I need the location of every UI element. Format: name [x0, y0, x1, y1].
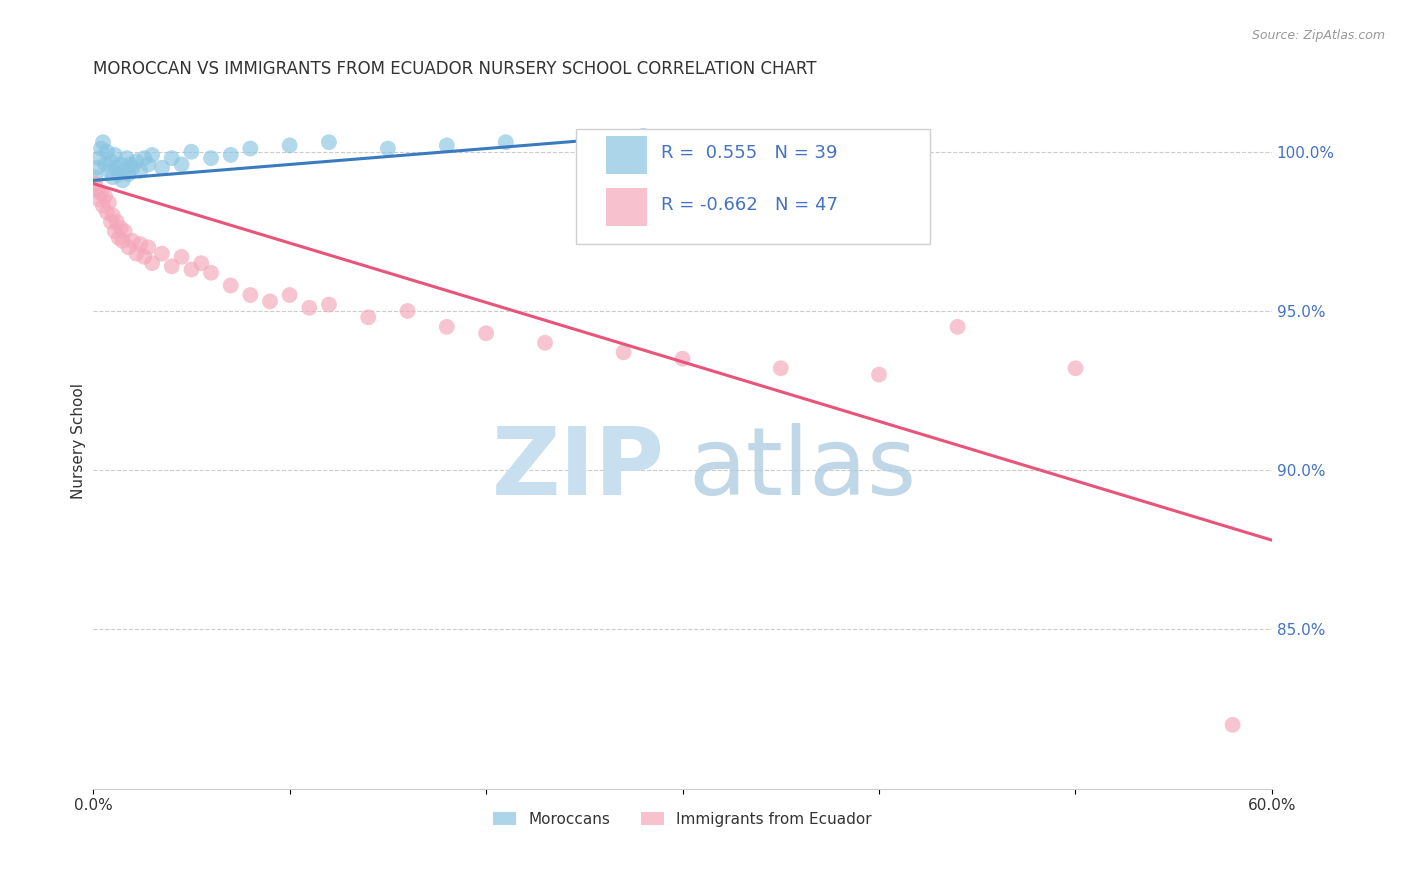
- Point: [90, 142, 112, 156]
- Point: [170, 250, 193, 264]
- Point: [107, 167, 129, 181]
- Point: [141, 148, 163, 162]
- Text: R =  0.555   N = 39: R = 0.555 N = 39: [661, 145, 838, 162]
- Point: [377, 142, 399, 156]
- Point: [170, 157, 193, 171]
- Point: [868, 368, 890, 382]
- Point: [94, 189, 117, 203]
- Point: [574, 132, 596, 146]
- Point: [769, 361, 792, 376]
- Point: [357, 310, 380, 325]
- Point: [671, 351, 693, 366]
- Point: [396, 304, 419, 318]
- Point: [125, 154, 148, 169]
- Point: [129, 164, 152, 178]
- Point: [115, 151, 138, 165]
- Point: [160, 260, 183, 274]
- Point: [239, 288, 262, 302]
- Point: [298, 301, 321, 315]
- Point: [100, 154, 122, 169]
- Point: [318, 297, 340, 311]
- Point: [104, 224, 127, 238]
- Point: [90, 186, 112, 201]
- Point: [129, 237, 152, 252]
- Point: [111, 173, 134, 187]
- Point: [121, 161, 143, 175]
- Point: [87, 151, 110, 165]
- Text: atlas: atlas: [689, 423, 917, 516]
- Y-axis label: Nursery School: Nursery School: [72, 384, 86, 500]
- Point: [91, 199, 114, 213]
- Point: [97, 164, 120, 178]
- Point: [200, 151, 222, 165]
- Point: [318, 135, 340, 149]
- Point: [117, 240, 139, 254]
- Text: R = -0.662   N = 47: R = -0.662 N = 47: [661, 196, 838, 214]
- Point: [150, 161, 173, 175]
- Point: [120, 157, 142, 171]
- Point: [111, 234, 134, 248]
- Point: [495, 135, 517, 149]
- Point: [219, 148, 242, 162]
- Point: [94, 157, 117, 171]
- Point: [136, 240, 159, 254]
- Point: [1064, 361, 1087, 376]
- Text: Source: ZipAtlas.com: Source: ZipAtlas.com: [1251, 29, 1385, 42]
- Point: [946, 319, 969, 334]
- Point: [134, 151, 156, 165]
- Point: [96, 205, 118, 219]
- Bar: [606, 136, 647, 174]
- Point: [125, 246, 148, 260]
- Point: [121, 234, 143, 248]
- Point: [436, 319, 458, 334]
- Point: [86, 183, 108, 197]
- Point: [278, 288, 301, 302]
- Point: [101, 209, 124, 223]
- Point: [114, 164, 136, 178]
- Point: [110, 221, 132, 235]
- Point: [180, 145, 202, 159]
- Text: MOROCCAN VS IMMIGRANTS FROM ECUADOR NURSERY SCHOOL CORRELATION CHART: MOROCCAN VS IMMIGRANTS FROM ECUADOR NURS…: [93, 60, 817, 78]
- Point: [633, 128, 655, 143]
- Point: [96, 145, 118, 159]
- Point: [87, 193, 110, 207]
- Text: ZIP: ZIP: [492, 423, 665, 516]
- Point: [84, 177, 107, 191]
- Point: [104, 148, 127, 162]
- Point: [114, 224, 136, 238]
- Point: [100, 215, 122, 229]
- Point: [1222, 718, 1244, 732]
- Point: [117, 167, 139, 181]
- FancyBboxPatch shape: [576, 129, 931, 244]
- Point: [136, 157, 159, 171]
- Point: [239, 142, 262, 156]
- Point: [200, 266, 222, 280]
- Point: [534, 335, 557, 350]
- Point: [219, 278, 242, 293]
- Point: [278, 138, 301, 153]
- Point: [84, 170, 107, 185]
- Point: [107, 230, 129, 244]
- Point: [436, 138, 458, 153]
- Point: [190, 256, 212, 270]
- Point: [97, 195, 120, 210]
- Point: [134, 250, 156, 264]
- Point: [91, 135, 114, 149]
- Point: [110, 157, 132, 171]
- Point: [180, 262, 202, 277]
- Point: [101, 170, 124, 185]
- Point: [105, 161, 128, 175]
- Point: [105, 215, 128, 229]
- Bar: [606, 188, 647, 227]
- Point: [141, 256, 163, 270]
- Point: [475, 326, 498, 341]
- Legend: Moroccans, Immigrants from Ecuador: Moroccans, Immigrants from Ecuador: [488, 805, 877, 833]
- Point: [613, 345, 636, 359]
- Point: [150, 246, 173, 260]
- Point: [86, 161, 108, 175]
- Point: [259, 294, 281, 309]
- Point: [160, 151, 183, 165]
